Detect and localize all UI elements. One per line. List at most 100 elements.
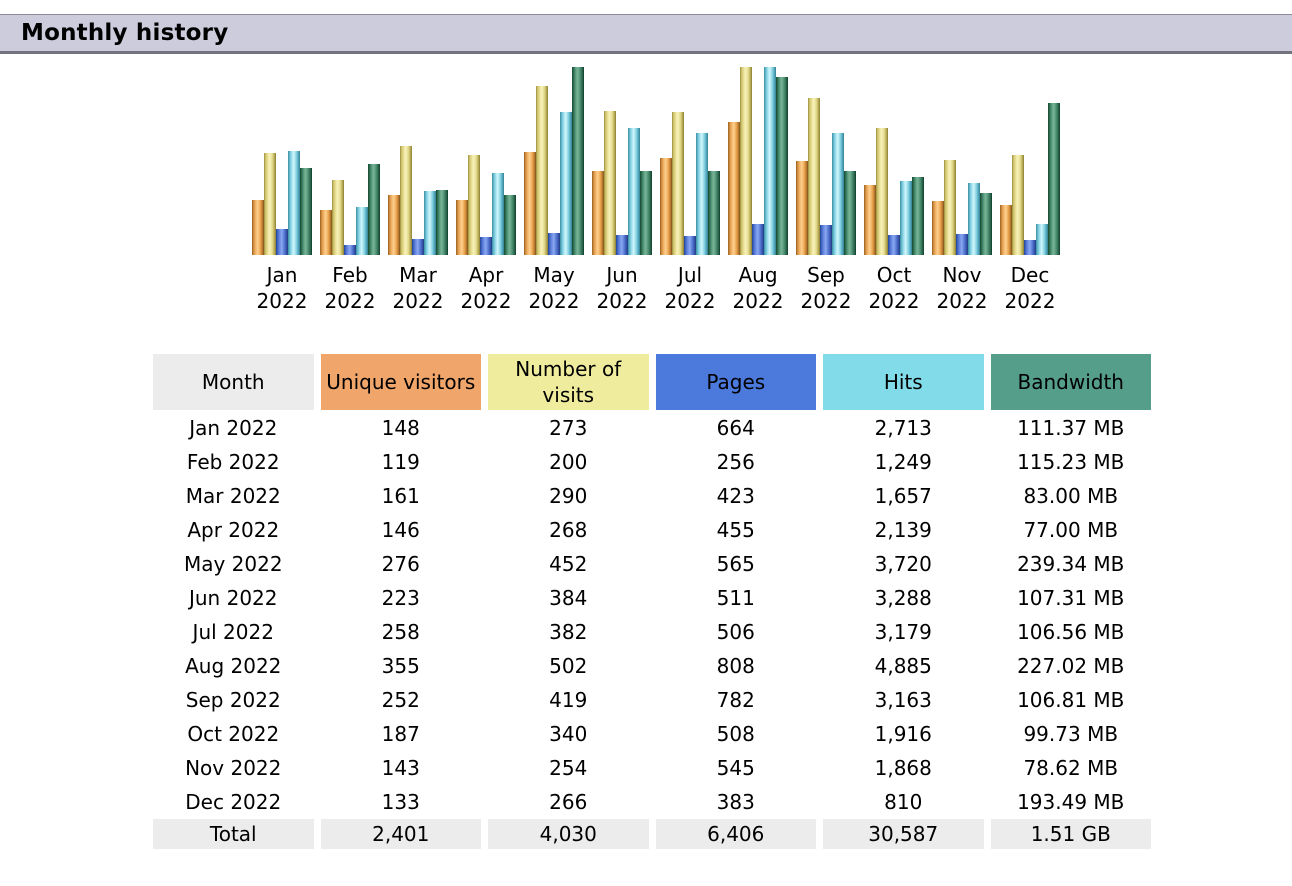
total-pages: 6,406 (655, 819, 816, 849)
bar-visits (808, 98, 820, 255)
column-header-unique: Unique visitors (320, 354, 481, 410)
month-label: Nov 2022 (932, 262, 992, 314)
table-row: Apr 2022 146 268 455 2,139 77.00 MB (153, 513, 1151, 546)
chart-bars-area (252, 67, 1068, 255)
total-bandwidth: 1.51 GB (990, 819, 1151, 849)
total-row: Total 2,401 4,030 6,406 30,587 1.51 GB (153, 819, 1151, 849)
cell-unique: 258 (381, 619, 420, 644)
month-bar-group (1000, 67, 1060, 255)
cell-hits: 4,885 (874, 653, 932, 678)
cell-hits: 1,657 (874, 483, 932, 508)
month-label: May 2022 (524, 262, 584, 314)
bar-unique (660, 158, 672, 255)
row-month: Sep 2022 (185, 687, 281, 712)
cell-bandwidth: 239.34 MB (1017, 551, 1125, 576)
cell-hits: 3,163 (874, 687, 932, 712)
month-label-line: 2022 (528, 289, 580, 313)
cell-bandwidth: 106.81 MB (1017, 687, 1125, 712)
month-bar-group (796, 67, 856, 255)
month-label-line: Apr (468, 263, 504, 287)
cell-unique: 252 (381, 687, 420, 712)
month-label-line: May (533, 263, 575, 287)
month-label-line: 2022 (256, 289, 308, 313)
cell-pages: 782 (716, 687, 755, 712)
month-label-line: Jun (606, 263, 638, 287)
row-month: Aug 2022 (185, 653, 282, 678)
bar-bandwidth (912, 177, 924, 255)
bar-hits (900, 181, 912, 255)
cell-hits: 3,288 (874, 585, 932, 610)
month-label: Mar 2022 (388, 262, 448, 314)
bar-hits (968, 183, 980, 255)
bar-visits (604, 111, 616, 255)
month-label-line: 2022 (800, 289, 852, 313)
row-month: May 2022 (183, 551, 283, 576)
cell-visits: 340 (549, 721, 588, 746)
cell-bandwidth: 193.49 MB (1017, 789, 1125, 814)
bar-bandwidth (368, 164, 380, 255)
cell-unique: 355 (381, 653, 420, 678)
month-bar-group (660, 67, 720, 255)
column-header-bandwidth: Bandwidth (990, 354, 1151, 410)
month-label: Apr 2022 (456, 262, 516, 314)
month-bar-group (864, 67, 924, 255)
cell-bandwidth: 99.73 MB (1023, 721, 1119, 746)
bar-pages (344, 245, 356, 255)
month-label: Feb 2022 (320, 262, 380, 314)
cell-visits: 254 (549, 755, 588, 780)
table-row: May 2022 276 452 565 3,720 239.34 MB (153, 547, 1151, 580)
bar-pages (616, 235, 628, 255)
cell-unique: 223 (381, 585, 420, 610)
cell-visits: 384 (549, 585, 588, 610)
month-bar-group (456, 67, 516, 255)
table-row: Feb 2022 119 200 256 1,249 115.23 MB (153, 445, 1151, 478)
row-month: Jul 2022 (192, 619, 274, 644)
month-label-line: 2022 (868, 289, 920, 313)
bar-visits (672, 112, 684, 255)
column-header-month: Month (153, 354, 314, 410)
bar-bandwidth (980, 193, 992, 255)
column-header-visits: Number of visits (488, 354, 649, 410)
bar-bandwidth (572, 67, 584, 255)
cell-pages: 565 (716, 551, 755, 576)
bar-hits (424, 191, 436, 255)
chart-month-labels: Jan 2022 Feb 2022 Mar 2022 Apr 2022 May 2022 Jun 20… (252, 262, 1068, 314)
cell-hits: 2,713 (874, 415, 932, 440)
cell-pages: 383 (716, 789, 755, 814)
bar-bandwidth (504, 195, 516, 255)
month-label-line: Nov (942, 263, 982, 287)
table-row: Jan 2022 148 273 664 2,713 111.37 MB (153, 411, 1151, 444)
cell-hits: 1,916 (874, 721, 932, 746)
month-bar-group (524, 67, 584, 255)
cell-unique: 119 (381, 449, 420, 474)
cell-unique: 133 (381, 789, 420, 814)
month-label-line: Mar (399, 263, 437, 287)
cell-unique: 148 (381, 415, 420, 440)
bar-unique (796, 161, 808, 255)
cell-visits: 200 (549, 449, 588, 474)
row-month: Feb 2022 (186, 449, 280, 474)
bar-visits (536, 86, 548, 255)
month-label-line: 2022 (324, 289, 376, 313)
bar-pages (820, 225, 832, 255)
cell-bandwidth: 111.37 MB (1017, 415, 1125, 440)
row-month: Jun 2022 (188, 585, 278, 610)
cell-visits: 382 (549, 619, 588, 644)
table-header-row: Month Unique visitors Number of visits Page… (153, 354, 1151, 410)
bar-pages (956, 234, 968, 255)
table-row: Jun 2022 223 384 511 3,288 107.31 MB (153, 581, 1151, 614)
month-label-line: 2022 (732, 289, 784, 313)
bar-visits (876, 128, 888, 255)
bar-unique (320, 210, 332, 255)
month-label-line: Jan (266, 263, 298, 287)
month-bar-group (320, 67, 380, 255)
cell-visits: 419 (549, 687, 588, 712)
cell-visits: 452 (549, 551, 588, 576)
row-month: Nov 2022 (185, 755, 282, 780)
bar-unique (592, 171, 604, 255)
bar-pages (276, 229, 288, 255)
bar-bandwidth (640, 171, 652, 255)
bar-unique (388, 195, 400, 255)
table-row: Aug 2022 355 502 808 4,885 227.02 MB (153, 649, 1151, 682)
cell-unique: 146 (381, 517, 420, 542)
